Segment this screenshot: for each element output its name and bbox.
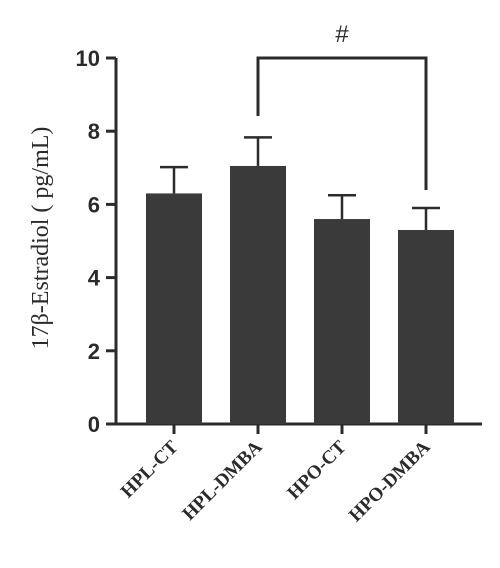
y-tick-label: 6	[88, 192, 100, 217]
y-tick-label: 10	[76, 46, 100, 71]
error-bars	[160, 136, 440, 231]
significance-bracket	[256, 56, 428, 190]
y-tick-label: 0	[88, 412, 100, 437]
x-tick-label: HPL-CT	[117, 436, 183, 502]
x-tick-label: HPO-DMBA	[345, 436, 435, 526]
y-tick-label: 8	[88, 119, 100, 144]
bars	[146, 165, 454, 424]
bar	[146, 193, 202, 424]
x-tick-label: HPO-CT	[283, 436, 350, 503]
bar	[314, 219, 370, 424]
y-axis-label: 17β-Estradiol ( pg/mL)	[28, 127, 54, 350]
y-tick-label: 4	[88, 266, 101, 291]
bar	[398, 230, 454, 424]
y-tick-label: 2	[88, 339, 100, 364]
significance-label: #	[335, 21, 349, 48]
x-tick-label: HPL-DMBA	[179, 436, 267, 524]
significance-annotation: #	[256, 21, 428, 190]
bar	[230, 165, 286, 424]
y-axis: 0 2 4 6 8 10	[76, 46, 118, 437]
